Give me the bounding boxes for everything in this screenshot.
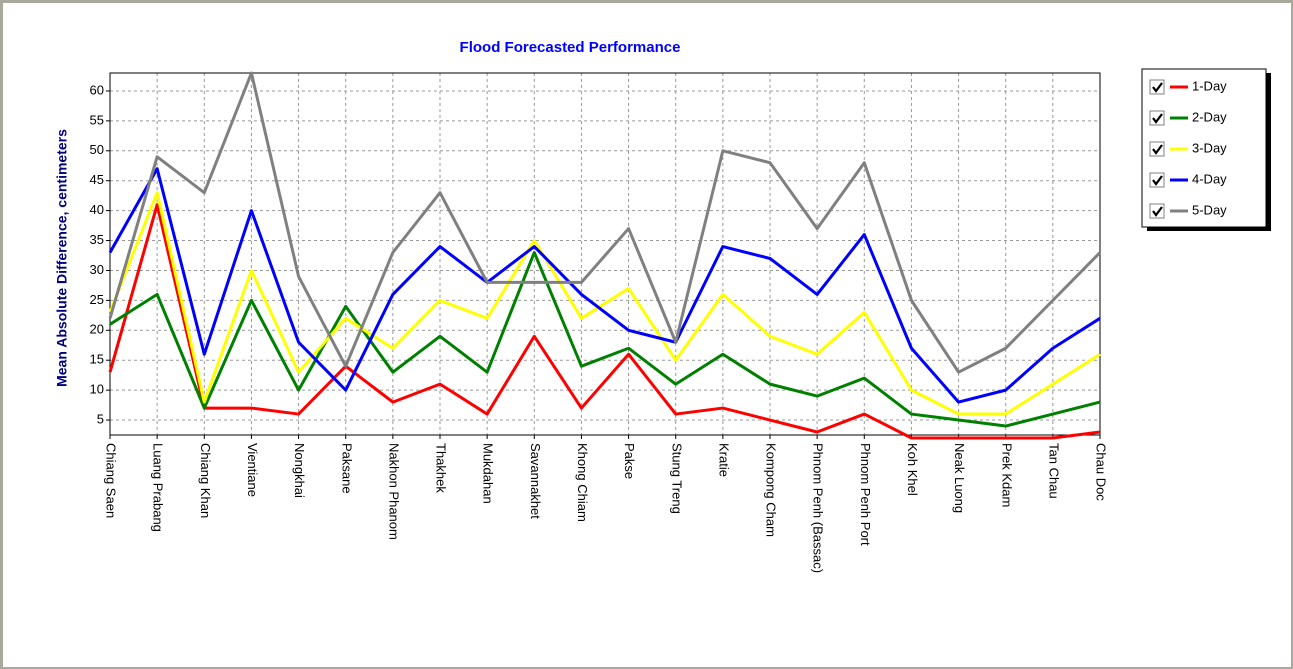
y-tick-label: 35 [90, 232, 104, 247]
x-tick-label: Savannakhet [528, 443, 543, 519]
x-tick-label: Paksane [339, 443, 354, 494]
y-tick-label: 50 [90, 142, 104, 157]
y-tick-label: 25 [90, 292, 104, 307]
x-tick-label: Nongkhai [292, 443, 307, 498]
series-line [109, 251, 1101, 428]
series-line [108, 71, 1102, 374]
x-tick-label: Chiang Khan [198, 443, 213, 518]
series-line [108, 167, 1101, 404]
x-tick-label: Vientiane [245, 443, 260, 497]
y-tick-label: 15 [90, 352, 104, 367]
legend-check [1152, 206, 1163, 217]
legend-check [1152, 175, 1163, 186]
legend-label: 4-Day [1192, 171, 1227, 186]
x-tick-label: Khong Chiam [575, 443, 590, 522]
x-tick-label: Neak Luong [952, 443, 967, 513]
x-tick-label: Koh Khel [905, 443, 920, 496]
y-tick-label: 30 [90, 262, 104, 277]
x-tick-label: Prek Kdam [999, 443, 1014, 507]
chart-title: Flood Forecasted Performance [460, 39, 681, 56]
legend-label: 1-Day [1192, 78, 1227, 93]
legend-checkbox[interactable] [1149, 110, 1165, 126]
x-tick-label: Kratie [716, 443, 731, 477]
chart: Flood Forecasted Performance Mean Absolu… [54, 39, 1271, 573]
y-tick-label: 45 [90, 172, 104, 187]
x-tick-label: Tan Chau [1046, 443, 1061, 499]
legend-checkbox[interactable] [1149, 141, 1165, 157]
y-tick-label: 20 [90, 322, 104, 337]
y-tick-label: 55 [90, 112, 104, 127]
legend-label: 2-Day [1192, 109, 1227, 124]
legend-check [1152, 82, 1163, 93]
y-tick-label: 5 [97, 411, 104, 426]
legend-label: 5-Day [1192, 202, 1227, 217]
y-tick-label: 60 [90, 82, 104, 97]
x-tick-label: Phnom Penh (Bassac) [811, 443, 826, 573]
legend-checkbox[interactable] [1149, 172, 1165, 188]
legend-checkbox[interactable] [1149, 203, 1165, 219]
x-tick-label: Nakhon Phanom [386, 443, 401, 540]
x-tick-label: Chiang Saen [104, 443, 119, 518]
x-tick-label: Thakhek [434, 443, 449, 493]
legend-check [1152, 113, 1163, 124]
series-line [108, 203, 1101, 440]
x-tick-label: Chau Doc [1094, 443, 1109, 501]
x-tick-label: Stung Treng [669, 443, 684, 514]
x-tick-label: Kompong Cham [764, 443, 779, 537]
y-tick-label: 40 [90, 202, 104, 217]
legend-check [1152, 144, 1163, 155]
legend-checkbox[interactable] [1149, 79, 1165, 95]
x-tick-label: Mukdahan [481, 443, 496, 504]
legend-label: 3-Day [1192, 140, 1227, 155]
y-axis-label: Mean Absolute Difference, centimeters [54, 129, 70, 387]
x-tick-label: Pakse [622, 443, 637, 479]
series-line [108, 191, 1101, 416]
x-tick-label: Luang Prabang [151, 443, 166, 532]
x-tick-label: Phnom Penh Port [858, 443, 873, 546]
y-tick-label: 10 [90, 382, 104, 397]
